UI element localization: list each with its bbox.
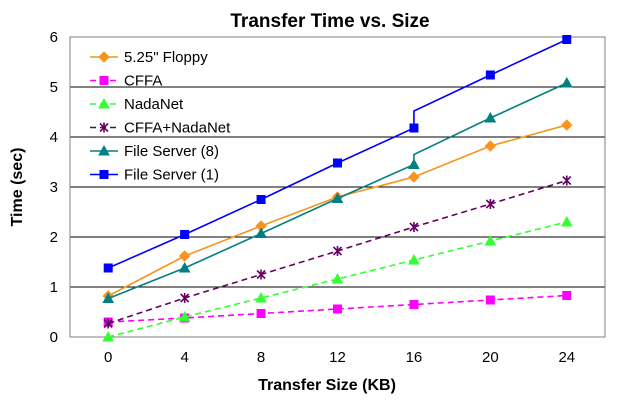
series-5 xyxy=(102,76,573,303)
legend-item: NadaNet xyxy=(90,96,184,113)
data-point xyxy=(180,230,190,239)
data-point xyxy=(409,123,419,133)
data-point xyxy=(562,35,572,44)
data-point xyxy=(484,234,497,246)
data-point xyxy=(180,293,190,303)
data-point xyxy=(333,304,342,314)
y-tick-label: 0 xyxy=(50,329,58,346)
data-point xyxy=(178,310,191,322)
legend-label: CFFA xyxy=(124,73,162,90)
legend-item: 5.25" Floppy xyxy=(90,49,208,66)
data-point xyxy=(332,246,343,256)
series-line xyxy=(107,82,568,300)
data-point xyxy=(561,119,573,131)
data-point xyxy=(256,309,266,318)
legend-marker xyxy=(98,144,110,156)
legend-item: File Server (8) xyxy=(90,143,219,160)
data-point xyxy=(102,330,115,342)
data-point xyxy=(256,195,266,204)
legend-marker xyxy=(98,97,110,109)
legend-item: CFFA+NadaNet xyxy=(90,120,231,137)
x-tick-label: 20 xyxy=(482,349,499,366)
y-tick-label: 2 xyxy=(50,229,58,246)
chart-title: Transfer Time vs. Size xyxy=(230,11,429,32)
data-point xyxy=(485,70,495,80)
data-point xyxy=(333,158,342,168)
data-point xyxy=(409,300,419,309)
data-point xyxy=(484,140,497,152)
y-tick-label: 1 xyxy=(50,279,58,296)
series-4 xyxy=(103,175,572,329)
legend-item: File Server (1) xyxy=(90,167,219,184)
plot-frame xyxy=(69,36,606,338)
x-tick-label: 16 xyxy=(406,349,423,366)
data-point xyxy=(562,175,572,186)
y-tick-label: 3 xyxy=(50,179,58,196)
data-point xyxy=(485,199,495,209)
legend-marker xyxy=(99,122,109,133)
legend-label: File Server (8) xyxy=(124,143,219,160)
series-layer xyxy=(102,35,573,342)
legend-marker xyxy=(98,51,110,63)
series-3 xyxy=(102,215,573,342)
data-point xyxy=(484,111,497,123)
legend-label: 5.25" Floppy xyxy=(124,49,208,66)
legend-marker xyxy=(99,170,109,179)
legend-item: CFFA xyxy=(90,73,162,90)
data-point xyxy=(562,291,572,300)
x-tick-label: 12 xyxy=(329,349,346,366)
x-tick-label: 0 xyxy=(104,349,112,366)
data-point xyxy=(255,291,267,303)
y-tick-label: 5 xyxy=(50,79,58,96)
series-line xyxy=(107,38,568,269)
data-point xyxy=(331,192,344,203)
data-point xyxy=(103,318,113,329)
x-axis-title: Transfer Size (KB) xyxy=(258,377,396,394)
data-point xyxy=(485,295,495,305)
data-point xyxy=(102,292,115,303)
data-point xyxy=(178,261,191,273)
x-tick-label: 8 xyxy=(257,349,265,366)
data-point xyxy=(408,171,420,183)
y-tick-label: 6 xyxy=(50,29,58,46)
legend-marker xyxy=(99,76,109,85)
data-point xyxy=(178,250,191,262)
series-2 xyxy=(103,291,572,327)
data-point xyxy=(103,263,113,273)
data-point xyxy=(409,222,419,232)
data-point xyxy=(560,76,573,88)
series-6 xyxy=(103,35,572,273)
legend-label: NadaNet xyxy=(124,96,184,113)
data-point xyxy=(408,158,420,169)
y-axis-title: Time (sec) xyxy=(9,148,26,227)
data-point xyxy=(331,272,344,284)
data-point xyxy=(256,269,266,280)
legend-label: CFFA+NadaNet xyxy=(124,120,231,137)
x-tick-label: 24 xyxy=(558,349,575,366)
x-tick-label: 4 xyxy=(180,349,188,366)
data-point xyxy=(560,215,573,227)
legend-label: File Server (1) xyxy=(124,167,219,184)
data-point xyxy=(255,227,267,238)
y-tick-label: 4 xyxy=(50,129,58,146)
data-point xyxy=(408,253,420,265)
legend: 5.25" Floppy CFFA NadaNet CFFA+NadaNet File … xyxy=(90,49,231,184)
